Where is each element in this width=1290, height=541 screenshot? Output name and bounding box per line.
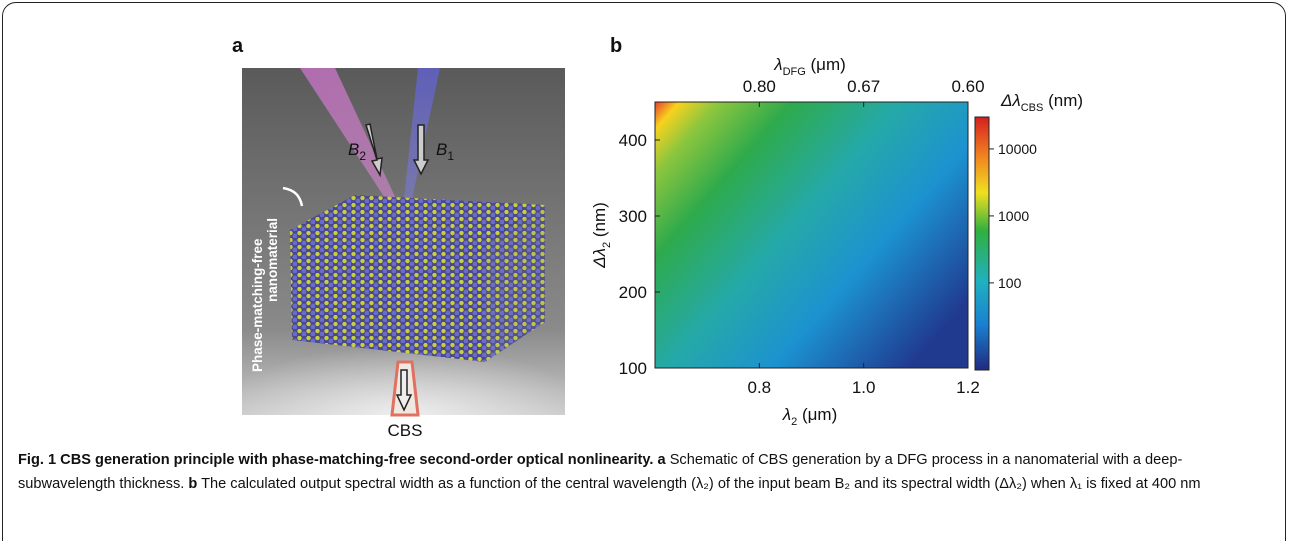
axis-label: ΔλCBS (nm) — [1000, 91, 1083, 114]
caption-run: Fig. 1 CBS generation principle with pha… — [18, 452, 654, 468]
axis-label-unit: (nm) — [590, 202, 609, 242]
axis-label-sub: 2 — [791, 416, 797, 428]
y-tick-label: 400 — [619, 131, 647, 150]
axis-label-unit: (nm) — [1043, 91, 1083, 110]
colorbar-tick-label: 10000 — [998, 141, 1037, 157]
beam-label-main: B — [348, 140, 359, 159]
axis-label-main: Δλ — [1000, 91, 1021, 110]
beam-label-sub: 2 — [359, 149, 366, 163]
panel-label: b — [610, 35, 622, 57]
axis-label: Δλ2 (nm) — [590, 202, 613, 269]
top-tick-label: 0.67 — [847, 77, 880, 96]
beam-label: B2 — [348, 140, 366, 163]
material-label: Phase-matching-free — [250, 238, 265, 372]
top-tick-label: 0.80 — [743, 77, 776, 96]
axis-label-main: λ — [782, 405, 791, 424]
caption-run: The calculated output spectral width as … — [197, 476, 1201, 492]
caption: Fig. 1 CBS generation principle with pha… — [18, 448, 1273, 496]
axis-label-main: λ — [773, 55, 782, 74]
y-tick-label: 300 — [619, 207, 647, 226]
colorbar — [974, 116, 990, 371]
axes: 0.8 1.0 1.2 0.80 0.67 0.60 100 200 300 400 100 1000… — [590, 55, 1083, 428]
caption-run: Schematic of CBS generation by a DFG pro… — [18, 452, 1183, 492]
x-tick-label: 0.8 — [748, 378, 772, 397]
colorbar-tick-label: 100 — [998, 275, 1022, 291]
lattice-side — [485, 205, 545, 362]
axis-label-sub: 2 — [601, 242, 613, 248]
arrows — [282, 123, 430, 412]
axis-label-unit: (μm) — [806, 55, 846, 74]
caption-run: b — [184, 476, 198, 492]
y-tick-label: 100 — [619, 359, 647, 378]
material-label: nanomaterial — [265, 218, 280, 302]
beam-label: B1 — [436, 140, 454, 163]
axis-label-sub: DFG — [783, 66, 806, 78]
y-tick-label: 200 — [619, 283, 647, 302]
axis-label-unit: (μm) — [797, 405, 837, 424]
heatmap — [654, 101, 969, 369]
output-label: CBS — [388, 421, 423, 440]
lattice-top — [290, 195, 545, 245]
axis-label-main: Δλ — [590, 248, 609, 269]
figure: a B2 B1 Phase-matching-free nanomaterial… — [232, 35, 1083, 440]
panel-label: a — [232, 35, 244, 57]
x-tick-label: 1.0 — [852, 378, 876, 397]
caption-run: a — [653, 452, 666, 468]
colorbar-tick-label: 1000 — [998, 208, 1029, 224]
axis-label: λ2 (μm) — [782, 405, 838, 428]
top-tick-label: 0.60 — [951, 77, 984, 96]
beam-label-sub: 1 — [447, 149, 454, 163]
beam-label-main: B — [436, 140, 447, 159]
x-tick-label: 1.2 — [956, 378, 980, 397]
beam-b2 — [300, 68, 405, 218]
axis-label-sub: CBS — [1021, 102, 1044, 114]
lattice-front — [290, 230, 485, 362]
axis-label: λDFG (μm) — [773, 55, 846, 78]
